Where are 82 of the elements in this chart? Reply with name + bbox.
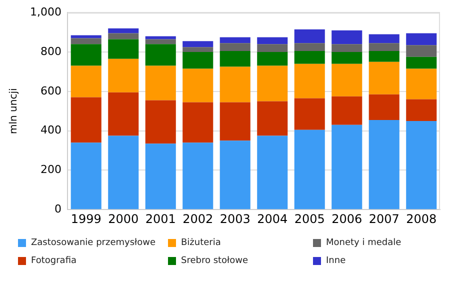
bar xyxy=(182,142,214,210)
legend-label: Inne xyxy=(326,256,346,266)
bar xyxy=(332,124,362,210)
bar xyxy=(145,44,176,66)
bar xyxy=(406,56,437,69)
bar xyxy=(406,45,437,57)
bar xyxy=(406,120,437,210)
bar xyxy=(368,51,400,62)
bar xyxy=(220,43,250,52)
y-tick-label: 800 xyxy=(40,44,62,58)
bar xyxy=(406,33,437,46)
bar xyxy=(257,101,288,136)
bar xyxy=(294,43,325,52)
bar xyxy=(368,34,400,44)
bar xyxy=(70,142,102,210)
bar xyxy=(182,47,214,52)
bar xyxy=(182,68,214,102)
x-tick-label: 2002 xyxy=(182,212,214,226)
bar xyxy=(145,39,176,44)
bar xyxy=(406,99,437,121)
bar xyxy=(368,94,400,120)
legend-label: Fotografia xyxy=(31,256,77,266)
bar xyxy=(368,62,400,94)
legend-label: Biżuteria xyxy=(181,238,221,248)
bar xyxy=(220,51,250,67)
bar xyxy=(108,58,139,92)
legend-label: Monety i medale xyxy=(326,238,402,248)
bar xyxy=(108,33,139,40)
bar xyxy=(294,51,325,64)
y-tick-label: 400 xyxy=(40,124,62,137)
bar xyxy=(145,36,176,40)
bar xyxy=(294,98,325,130)
bar xyxy=(182,102,214,143)
bar xyxy=(145,66,176,100)
bar xyxy=(332,30,362,44)
x-tick-label: 1999 xyxy=(70,212,102,226)
y-tick-label: 600 xyxy=(40,84,62,98)
bar xyxy=(294,130,325,210)
bar xyxy=(220,102,250,141)
x-tick-label: 2005 xyxy=(294,212,325,226)
bar xyxy=(332,64,362,96)
bar xyxy=(332,52,362,64)
bar xyxy=(70,66,102,98)
bar xyxy=(220,140,250,210)
y-tick-label: 1,000 xyxy=(30,5,62,18)
bar xyxy=(257,66,288,102)
bar xyxy=(332,44,362,52)
x-tick-label: 2003 xyxy=(220,212,250,226)
bar xyxy=(406,68,437,100)
bar xyxy=(182,52,214,69)
x-tick-label: 2000 xyxy=(108,212,139,226)
y-axis-title: mln uncji xyxy=(8,88,20,134)
bar xyxy=(220,37,250,44)
bar xyxy=(108,136,139,210)
bar xyxy=(108,92,139,136)
bar xyxy=(368,120,400,210)
bar xyxy=(70,38,102,44)
bar xyxy=(257,37,288,44)
bar xyxy=(257,136,288,210)
bar xyxy=(70,97,102,143)
x-tick-label: 2007 xyxy=(368,212,400,226)
x-tick-label: 2001 xyxy=(145,212,176,226)
bar xyxy=(108,28,139,34)
bar xyxy=(70,44,102,66)
y-tick-label: 0 xyxy=(54,202,62,216)
bar xyxy=(294,64,325,98)
x-tick-label: 2004 xyxy=(257,212,288,226)
bar xyxy=(294,29,325,44)
legend-label: Zastosowanie przemysłowe xyxy=(31,238,156,248)
bar xyxy=(220,66,250,102)
x-tick-label: 2008 xyxy=(406,212,437,226)
bar xyxy=(368,43,400,52)
bar xyxy=(257,44,288,52)
bar xyxy=(108,39,139,59)
y-tick-label: 200 xyxy=(40,163,62,176)
bar xyxy=(182,41,214,48)
legend-label: Srebro stołowe xyxy=(181,256,248,266)
bar xyxy=(145,144,176,210)
bar xyxy=(145,100,176,144)
x-tick-label: 2006 xyxy=(332,212,362,226)
bar xyxy=(257,52,288,66)
bar xyxy=(332,96,362,125)
